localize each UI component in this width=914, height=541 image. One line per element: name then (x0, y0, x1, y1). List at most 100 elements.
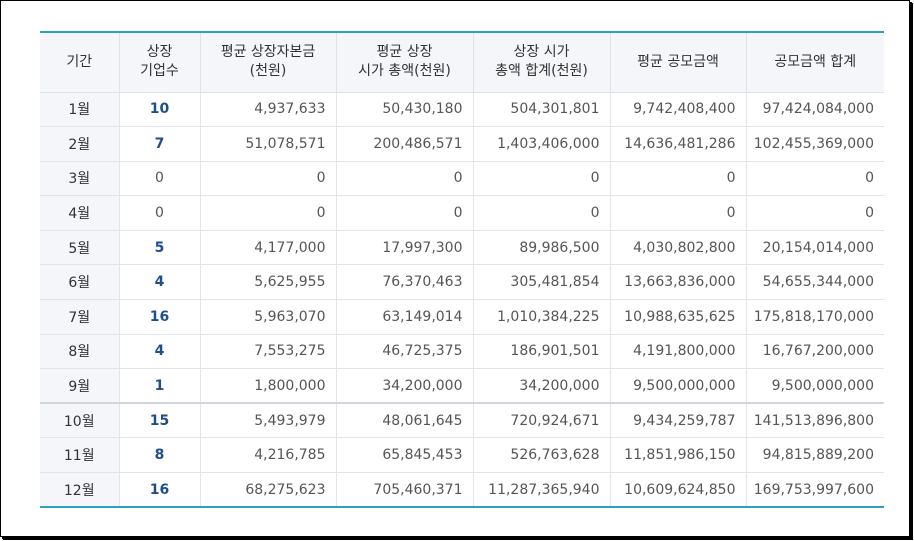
header-company-count: 상장 기업수 (119, 32, 201, 93)
total-offering-cell: 169,753,997,600 (746, 472, 884, 509)
avg-market-cap-cell: 46,725,375 (336, 334, 474, 370)
table-row: 4월 0 0 0 0 0 0 (40, 195, 884, 231)
table-row: 8월 4 7,553,275 46,725,375 186,901,501 4,191,8… (40, 334, 884, 370)
avg-market-cap-cell: 76,370,463 (336, 264, 474, 301)
avg-offering-cell: 13,663,836,000 (610, 264, 747, 301)
period-cell: 12월 (40, 472, 120, 509)
total-offering-cell: 175,818,170,000 (746, 299, 884, 335)
period-cell: 3월 (40, 161, 120, 197)
header-avg-market-cap: 평균 상장 시가 총액(천원) (336, 32, 474, 93)
avg-offering-cell: 9,742,408,400 (610, 92, 747, 128)
avg-capital-cell: 1,800,000 (200, 368, 337, 405)
avg-offering-cell: 0 (610, 195, 747, 231)
company-count-cell: 16 (119, 472, 201, 509)
avg-market-cap-cell: 34,200,000 (336, 368, 474, 405)
total-market-cap-cell: 186,901,501 (473, 334, 611, 370)
total-market-cap-cell: 1,010,384,225 (473, 299, 611, 335)
table-row: 7월 16 5,963,070 63,149,014 1,010,384,225 10,9… (40, 299, 884, 335)
header-company-count-line1: 상장 (146, 44, 173, 61)
table-row: 3월 0 0 0 0 0 0 (40, 161, 884, 197)
period-cell: 6월 (40, 264, 120, 301)
total-market-cap-cell: 0 (473, 161, 611, 197)
table-row: 1월 10 4,937,633 50,430,180 504,301,801 9,742,… (40, 92, 884, 128)
header-avg-market-cap-line1: 평균 상장 (376, 44, 433, 61)
table-row: 2월 7 51,078,571 200,486,571 1,403,406,000 14,… (40, 126, 884, 162)
avg-capital-cell: 51,078,571 (200, 126, 337, 162)
period-cell: 10월 (40, 403, 120, 439)
header-total-market-cap: 상장 시가 총액 합계(천원) (473, 32, 611, 93)
avg-capital-cell: 4,216,785 (200, 437, 337, 474)
total-market-cap-cell: 0 (473, 195, 611, 231)
table-row: 9월 1 1,800,000 34,200,000 34,200,000 9,500,00… (40, 368, 884, 405)
table-row: 5월 5 4,177,000 17,997,300 89,986,500 4,030,80… (40, 230, 884, 266)
avg-capital-cell: 5,625,955 (200, 264, 337, 301)
avg-capital-cell: 68,275,623 (200, 472, 337, 509)
period-cell: 9월 (40, 368, 120, 405)
company-count-cell: 16 (119, 299, 201, 335)
company-count-cell: 5 (119, 230, 201, 266)
avg-capital-cell: 0 (200, 195, 337, 231)
total-offering-cell: 94,815,889,200 (746, 437, 884, 474)
company-count-cell: 0 (119, 161, 201, 197)
company-count-cell: 10 (119, 92, 201, 128)
table-row: 10월 15 5,493,979 48,061,645 720,924,671 9,434… (40, 403, 884, 439)
avg-capital-cell: 5,493,979 (200, 403, 337, 439)
total-offering-cell: 102,455,369,000 (746, 126, 884, 162)
avg-market-cap-cell: 48,061,645 (336, 403, 474, 439)
avg-market-cap-cell: 63,149,014 (336, 299, 474, 335)
header-avg-offering-label: 평균 공모금액 (637, 53, 719, 70)
avg-market-cap-cell: 17,997,300 (336, 230, 474, 266)
avg-capital-cell: 0 (200, 161, 337, 197)
total-offering-cell: 9,500,000,000 (746, 368, 884, 405)
total-market-cap-cell: 34,200,000 (473, 368, 611, 405)
total-market-cap-cell: 305,481,854 (473, 264, 611, 301)
table-row: 11월 8 4,216,785 65,845,453 526,763,628 11,851… (40, 437, 884, 474)
total-market-cap-cell: 11,287,365,940 (473, 472, 611, 509)
header-company-count-line2: 기업수 (140, 63, 179, 80)
avg-offering-cell: 10,609,624,850 (610, 472, 747, 509)
total-market-cap-cell: 526,763,628 (473, 437, 611, 474)
period-cell: 7월 (40, 299, 120, 335)
avg-offering-cell: 11,851,986,150 (610, 437, 747, 474)
period-cell: 2월 (40, 126, 120, 162)
total-market-cap-cell: 89,986,500 (473, 230, 611, 266)
header-total-offering: 공모금액 합계 (746, 32, 884, 93)
avg-offering-cell: 9,434,259,787 (610, 403, 747, 439)
avg-market-cap-cell: 0 (336, 195, 474, 231)
avg-capital-cell: 4,937,633 (200, 92, 337, 128)
company-count-cell: 15 (119, 403, 201, 439)
avg-capital-cell: 7,553,275 (200, 334, 337, 370)
total-market-cap-cell: 720,924,671 (473, 403, 611, 439)
header-avg-offering: 평균 공모금액 (610, 32, 747, 93)
total-offering-cell: 0 (746, 161, 884, 197)
period-cell: 1월 (40, 92, 120, 128)
avg-market-cap-cell: 200,486,571 (336, 126, 474, 162)
avg-offering-cell: 4,030,802,800 (610, 230, 747, 266)
avg-offering-cell: 0 (610, 161, 747, 197)
total-offering-cell: 16,767,200,000 (746, 334, 884, 370)
avg-offering-cell: 10,988,635,625 (610, 299, 747, 335)
avg-market-cap-cell: 705,460,371 (336, 472, 474, 509)
period-cell: 5월 (40, 230, 120, 266)
total-offering-cell: 0 (746, 195, 884, 231)
total-offering-cell: 54,655,344,000 (746, 264, 884, 301)
total-offering-cell: 97,424,084,000 (746, 92, 884, 128)
header-period-label: 기간 (66, 53, 93, 70)
company-count-cell: 8 (119, 437, 201, 474)
table-header-row: 기간 상장 기업수 평균 상장자본금 (천원) 평균 상장 시가 총액(천원) … (40, 32, 884, 93)
header-total-market-cap-line2: 총액 합계(천원) (495, 63, 588, 80)
company-count-cell: 7 (119, 126, 201, 162)
header-total-offering-label: 공모금액 합계 (774, 53, 857, 70)
avg-capital-cell: 4,177,000 (200, 230, 337, 266)
avg-market-cap-cell: 65,845,453 (336, 437, 474, 474)
avg-offering-cell: 9,500,000,000 (610, 368, 747, 405)
period-cell: 8월 (40, 334, 120, 370)
company-count-cell: 0 (119, 195, 201, 231)
avg-capital-cell: 5,963,070 (200, 299, 337, 335)
company-count-cell: 4 (119, 334, 201, 370)
total-offering-cell: 141,513,896,800 (746, 403, 884, 439)
period-cell: 4월 (40, 195, 120, 231)
company-count-cell: 1 (119, 368, 201, 405)
header-avg-market-cap-line2: 시가 총액(천원) (358, 63, 451, 80)
header-avg-capital: 평균 상장자본금 (천원) (200, 32, 337, 93)
